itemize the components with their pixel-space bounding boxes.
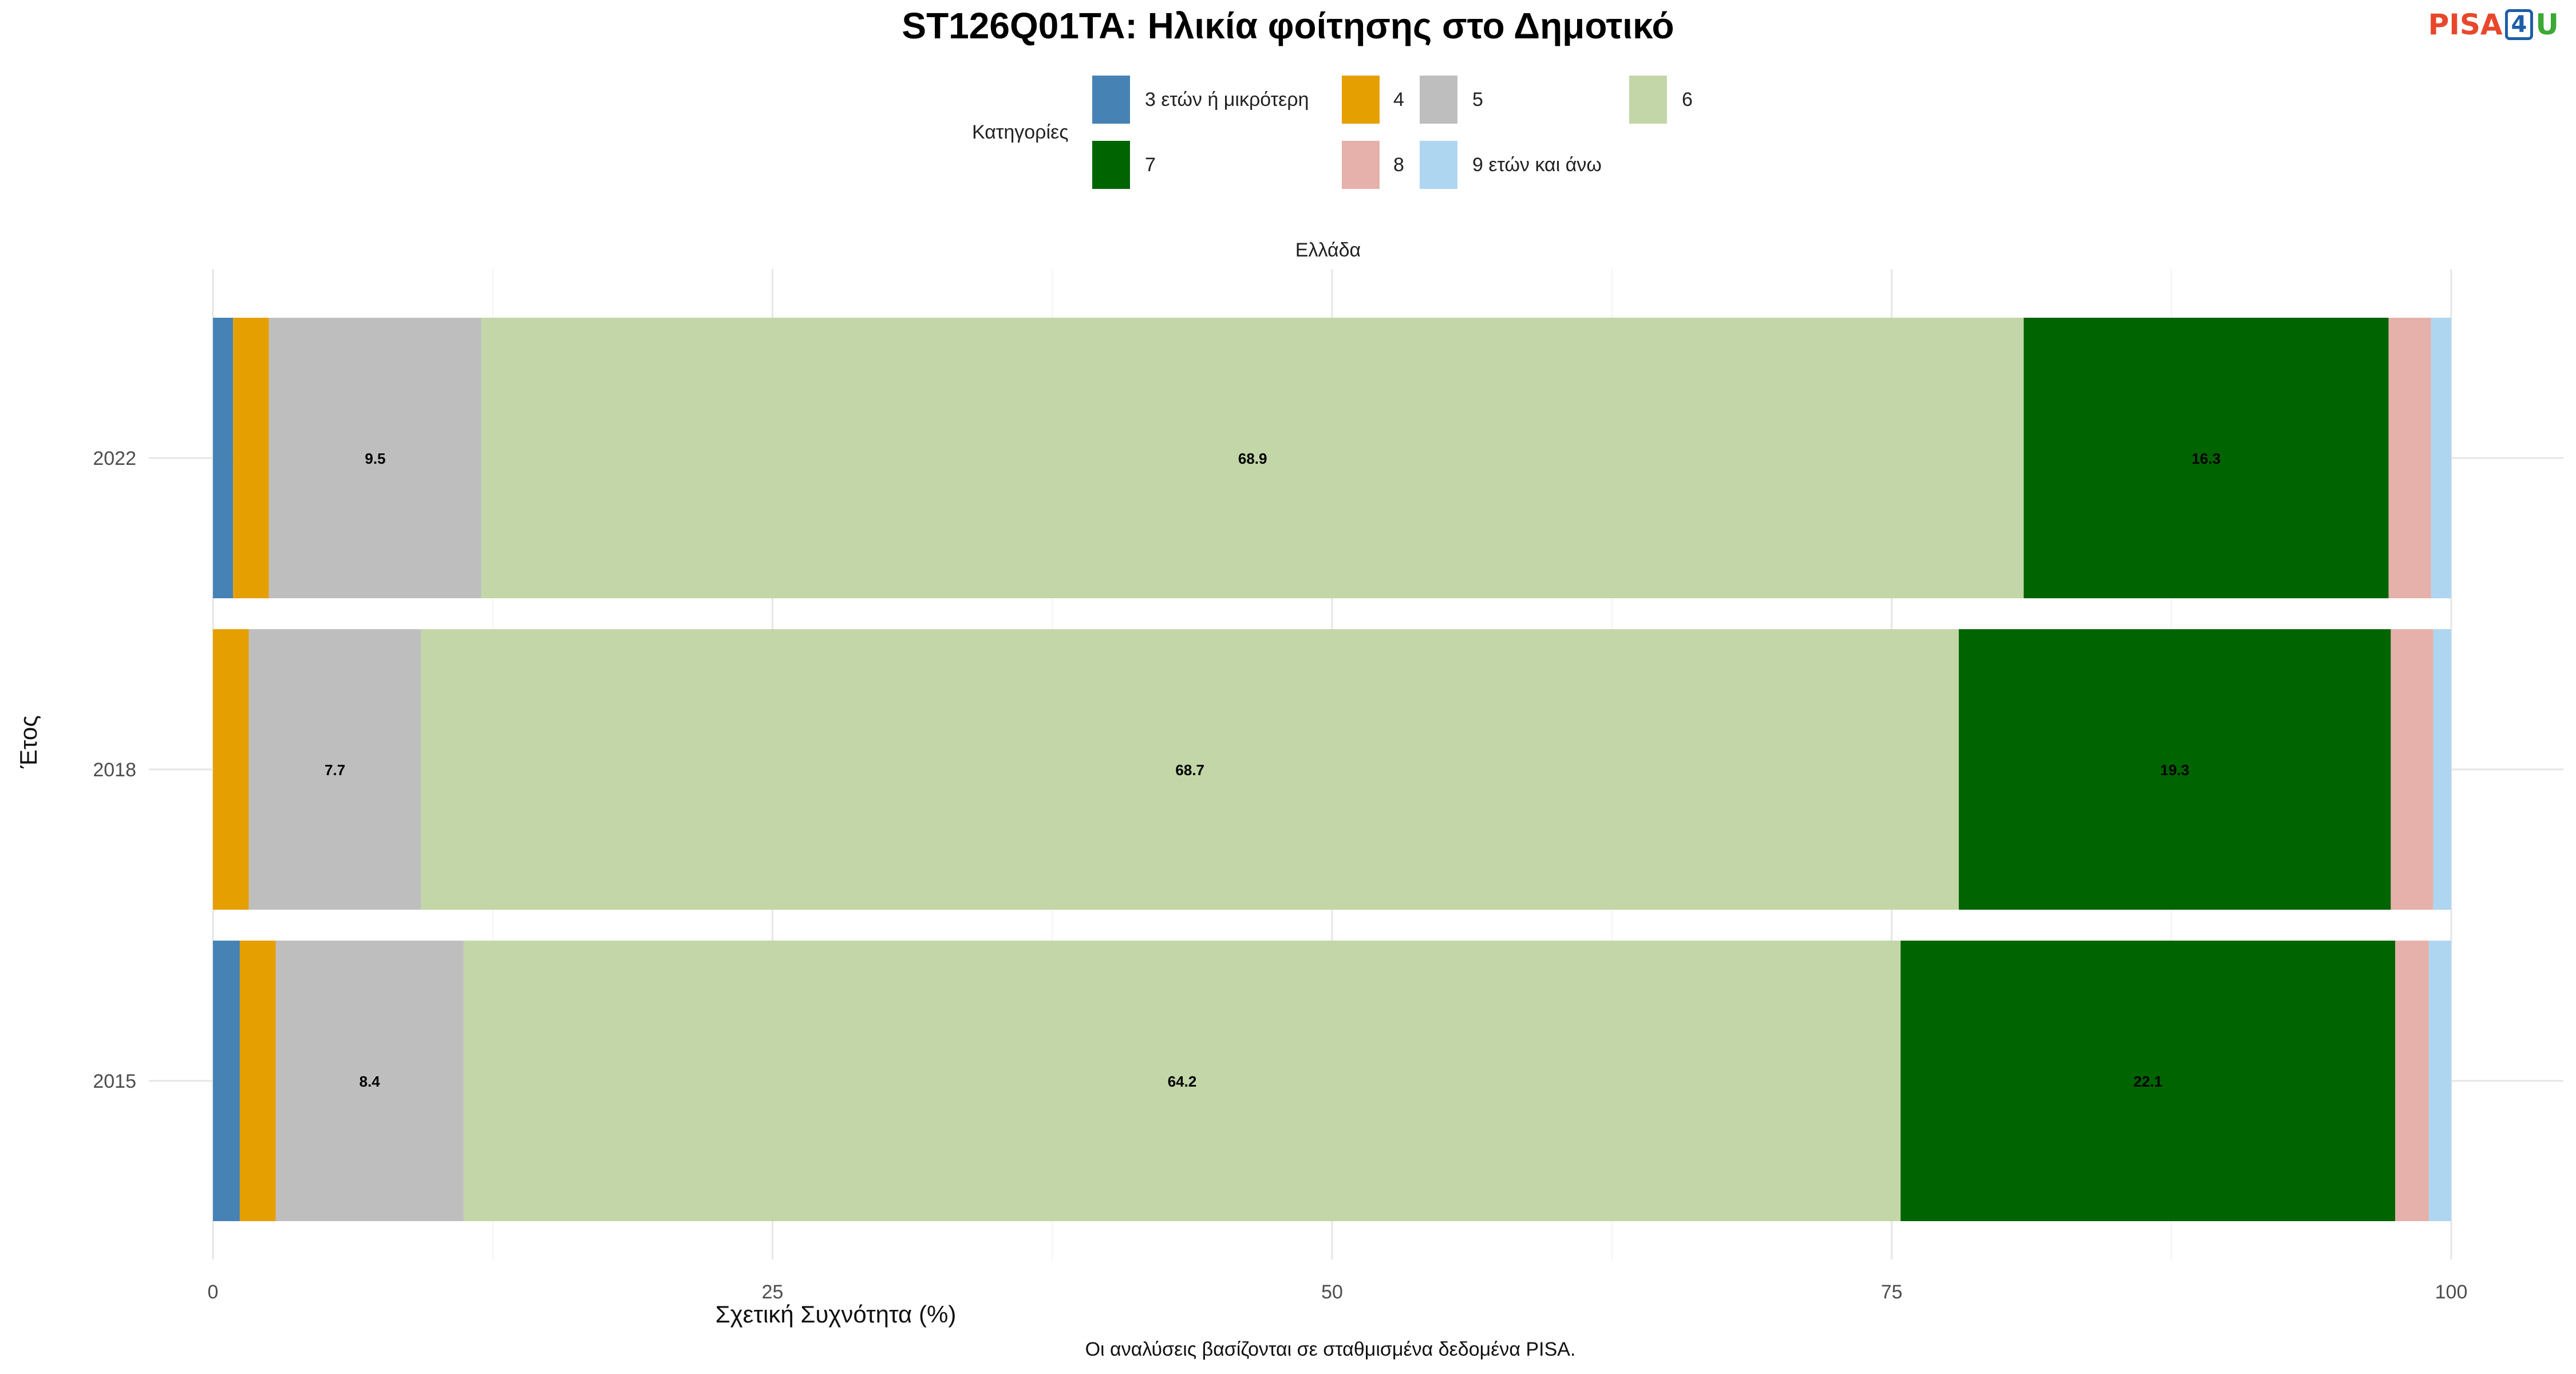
- bar-segment: [421, 629, 1959, 910]
- data-label: 68.9: [1238, 450, 1267, 467]
- bar-segment: [233, 318, 269, 598]
- legend-key-4: [1092, 141, 1130, 189]
- y-tick-label: 2018: [93, 759, 136, 781]
- bar-segment: [2391, 629, 2433, 910]
- data-label: 7.7: [325, 761, 345, 779]
- bar-segment: [275, 941, 464, 1221]
- legend-key-3: [1629, 76, 1667, 124]
- x-axis-title-text: Σχετική Συχνότητα (%): [715, 1301, 957, 1328]
- legend-title: Κατηγορίες: [972, 121, 1069, 143]
- data-label: 8.4: [359, 1073, 381, 1090]
- x-tick-label: 50: [1321, 1281, 1343, 1303]
- legend-label-3: 6: [1682, 89, 1693, 110]
- x-tick-label: 100: [2435, 1281, 2468, 1303]
- bar-segment: [213, 941, 240, 1221]
- bar-segment: [2428, 941, 2451, 1221]
- legend-key-2: [1420, 76, 1457, 124]
- data-label: 16.3: [2192, 450, 2221, 467]
- bar-segment: [2433, 629, 2451, 910]
- bar-segment: [463, 941, 1901, 1221]
- x-tick-label: 75: [1881, 1281, 1903, 1303]
- legend-label-2: 5: [1472, 89, 1483, 110]
- x-tick-label: 0: [208, 1281, 219, 1303]
- bar-segment: [268, 318, 482, 598]
- bar-segment: [213, 629, 249, 910]
- legend-label-4: 7: [1145, 154, 1156, 176]
- bar-segment: [248, 629, 421, 910]
- x-tick-label: 25: [762, 1281, 784, 1303]
- caption: Οι αναλύσεις βασίζονται σε σταθμισμένα δ…: [0, 1339, 2576, 1361]
- data-label: 9.5: [365, 450, 385, 467]
- legend-label-6: 9 ετών και άνω: [1472, 154, 1602, 176]
- y-tick-label: 2022: [93, 448, 136, 469]
- bar-segment: [2388, 318, 2431, 598]
- data-label: 19.3: [2160, 761, 2190, 779]
- logo-text-pisa: PISA: [2428, 8, 2503, 41]
- bar-segment: [481, 318, 2024, 598]
- bar-segment: [213, 318, 234, 598]
- bar-segment: [2024, 318, 2389, 598]
- logo-text-four: 4: [2504, 9, 2534, 40]
- legend-label-0: 3 ετών ή μικρότερη: [1145, 89, 1309, 110]
- data-label: 64.2: [1168, 1073, 1197, 1090]
- legend-key-6: [1420, 141, 1457, 189]
- chart-title: ST126Q01TA: Ηλικία φοίτησης στο Δημοτικό: [902, 5, 1674, 46]
- data-label: 68.7: [1175, 761, 1204, 779]
- y-axis-title: Έτος: [15, 715, 42, 768]
- legend-label-1: 4: [1393, 89, 1404, 110]
- logo-text-u: U: [2535, 8, 2559, 41]
- caption-text: Οι αναλύσεις βασίζονται σε σταθμισμένα δ…: [1085, 1339, 1576, 1360]
- facet-label: Ελλάδα: [1295, 239, 1361, 261]
- bar-segment: [2431, 318, 2451, 598]
- bar-segment: [1901, 941, 2396, 1221]
- legend-label-5: 8: [1393, 154, 1404, 176]
- data-label: 22.1: [2134, 1073, 2163, 1090]
- pisa4u-logo: PISA 4 U: [2428, 8, 2559, 42]
- legend-key-5: [1342, 141, 1380, 189]
- legend-key-1: [1342, 76, 1380, 124]
- bar-segment: [1958, 629, 2391, 910]
- y-tick-label: 2015: [93, 1071, 136, 1092]
- x-axis-title: Σχετική Συχνότητα (%): [0, 1301, 2576, 1328]
- bar-segment: [239, 941, 276, 1221]
- bar-segment: [2395, 941, 2429, 1221]
- legend-key-0: [1092, 76, 1130, 124]
